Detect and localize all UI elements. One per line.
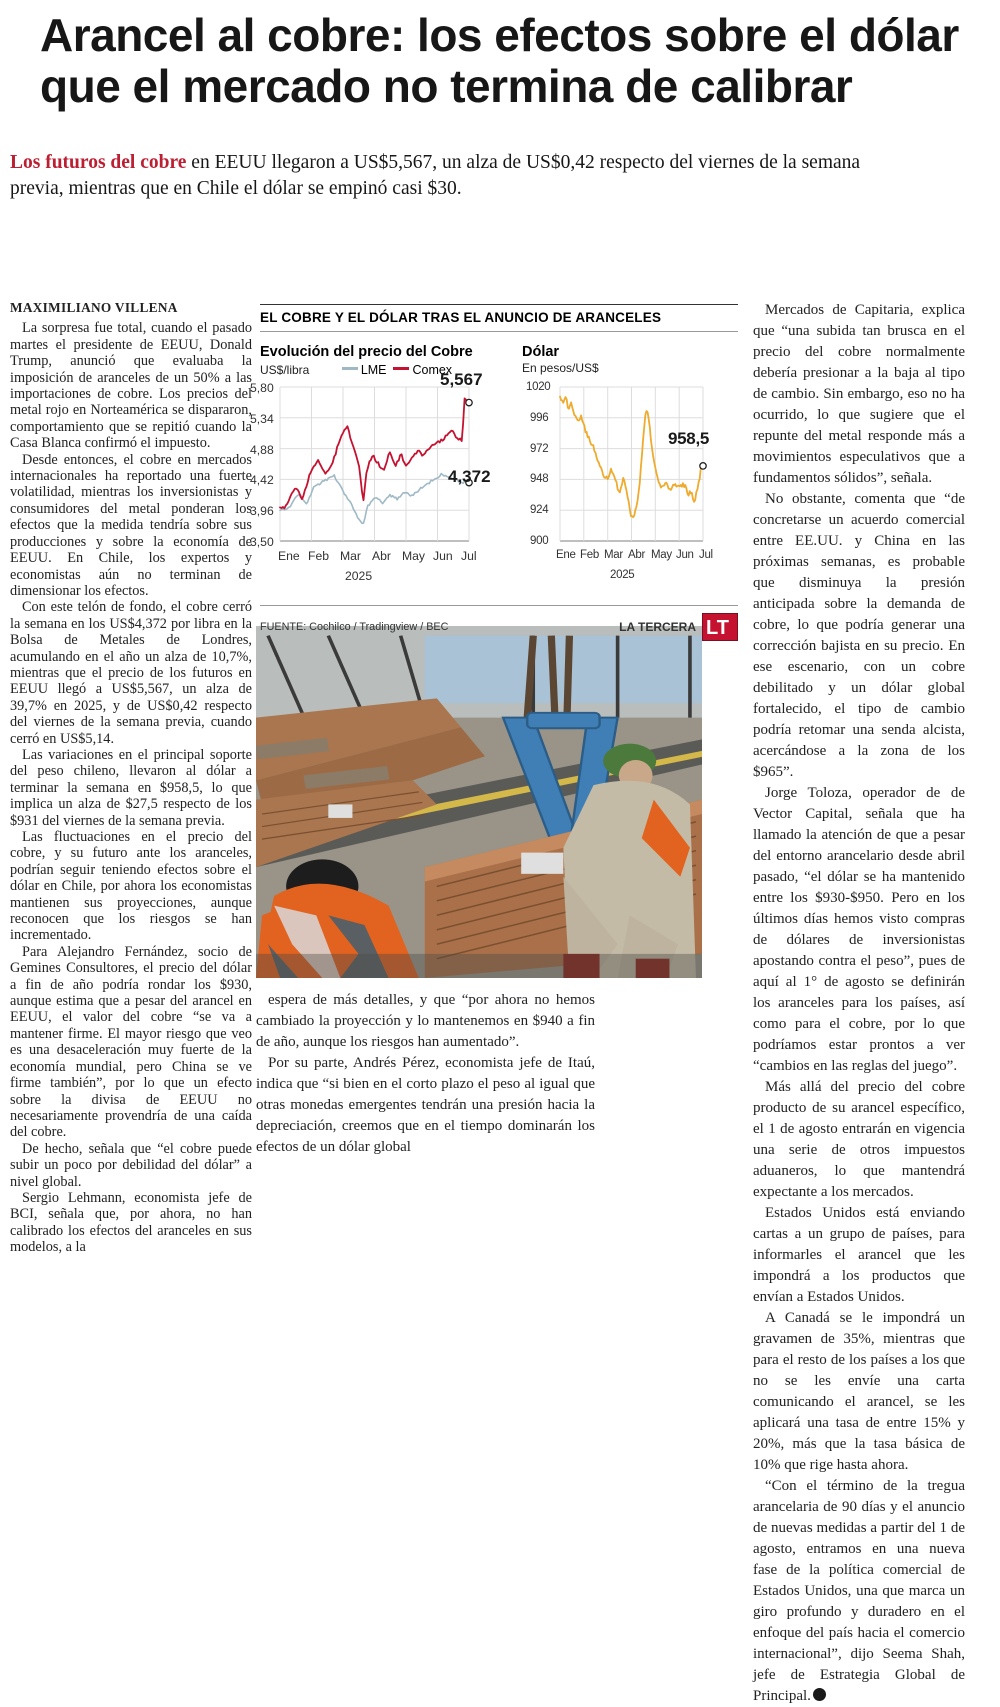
svg-text:LT: LT — [706, 617, 729, 639]
